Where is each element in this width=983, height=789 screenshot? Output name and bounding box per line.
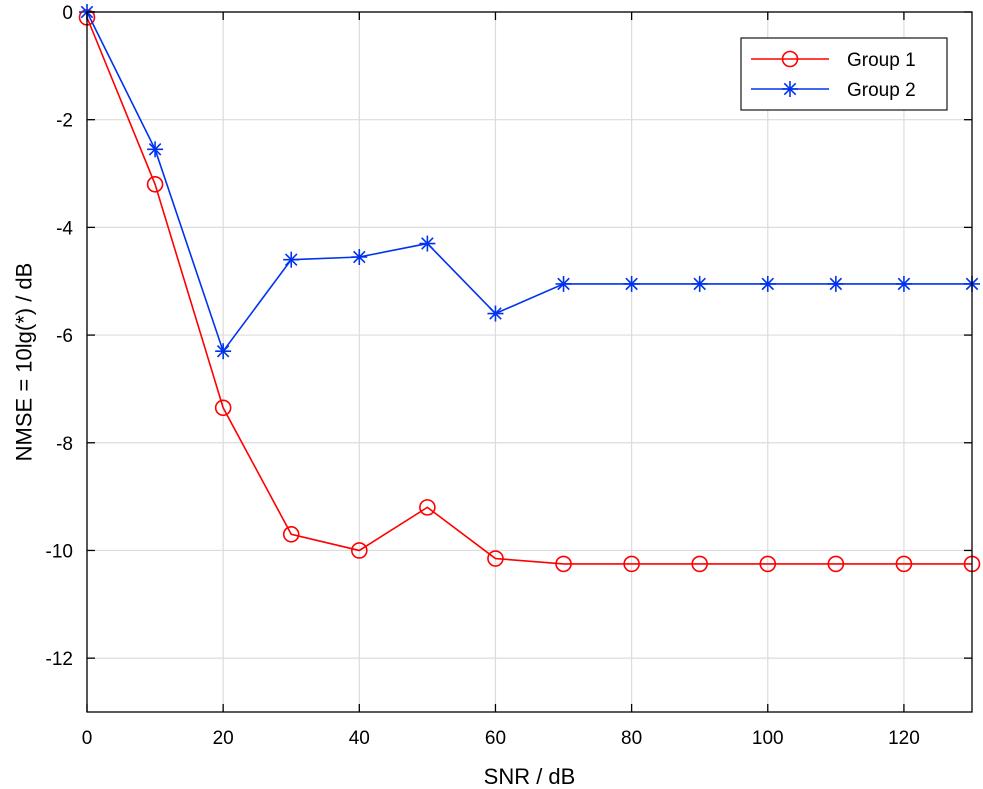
y-tick-label: -2 (56, 111, 73, 132)
series-2-point (555, 275, 572, 292)
series-2-point (215, 343, 232, 360)
y-tick-label: -6 (56, 326, 73, 347)
plot-area (87, 12, 972, 712)
series-2-point (147, 141, 164, 158)
x-tick-label: 80 (621, 728, 642, 749)
tick-labels: 0 20 40 60 80 100 120 0 -2 -4 -6 -8 -10 -12 (46, 3, 920, 749)
axes-frame (86, 11, 973, 713)
y-tick-label: -12 (46, 649, 73, 670)
series-2-point (283, 251, 300, 268)
series-1-point (419, 499, 436, 516)
x-tick-label: 120 (888, 728, 920, 749)
series-layer (78, 4, 981, 573)
series-1-point (351, 542, 368, 559)
legend-label: Group 2 (847, 80, 916, 101)
series-2-point (691, 275, 708, 292)
series-1-point (146, 176, 164, 193)
y-axis-label: NMSE = 10lg(*) / dB (12, 263, 37, 462)
legend-label: Group 1 (847, 50, 916, 71)
y-tick-label: -4 (56, 218, 73, 239)
x-tick-label: 40 (349, 728, 370, 749)
series-1-line (86, 17, 972, 565)
series-2-point (759, 275, 776, 292)
legend: Group 1 Group 2 (740, 37, 948, 111)
series-1-point (623, 555, 640, 573)
series-1-point (555, 555, 572, 573)
series-2-point (827, 275, 844, 292)
series-1-point (487, 550, 504, 567)
legend-box (740, 37, 948, 111)
series-1-point (759, 555, 777, 573)
y-tick-label: -8 (56, 434, 73, 455)
series-1-point (214, 399, 232, 417)
legend-item-1: Group 1 (751, 50, 916, 71)
legend-item-2: Group 2 (751, 80, 916, 101)
legend-marker (782, 81, 798, 97)
series-1-point (691, 555, 708, 573)
x-tick-label: 0 (82, 728, 93, 749)
y-tick-label: 0 (62, 3, 73, 24)
x-axis-label: SNR / dB (484, 764, 576, 789)
series-2-point (351, 249, 368, 265)
series-2-point (895, 275, 912, 292)
x-tick-label: 100 (752, 728, 784, 749)
series-2-line (86, 11, 972, 353)
series-1-point (895, 555, 913, 573)
x-tick-label: 20 (213, 728, 234, 749)
series-1-point (827, 555, 845, 573)
y-tick-label: -10 (46, 541, 73, 562)
legend-marker (781, 50, 799, 68)
x-tick-label: 60 (485, 728, 506, 749)
series-2 (79, 4, 980, 360)
series-2-point (623, 275, 640, 292)
series-2-point (419, 235, 436, 252)
axis-ticks (86, 11, 972, 712)
series-2-point (487, 305, 504, 322)
series-1-point (282, 526, 300, 543)
series-1 (78, 9, 981, 573)
